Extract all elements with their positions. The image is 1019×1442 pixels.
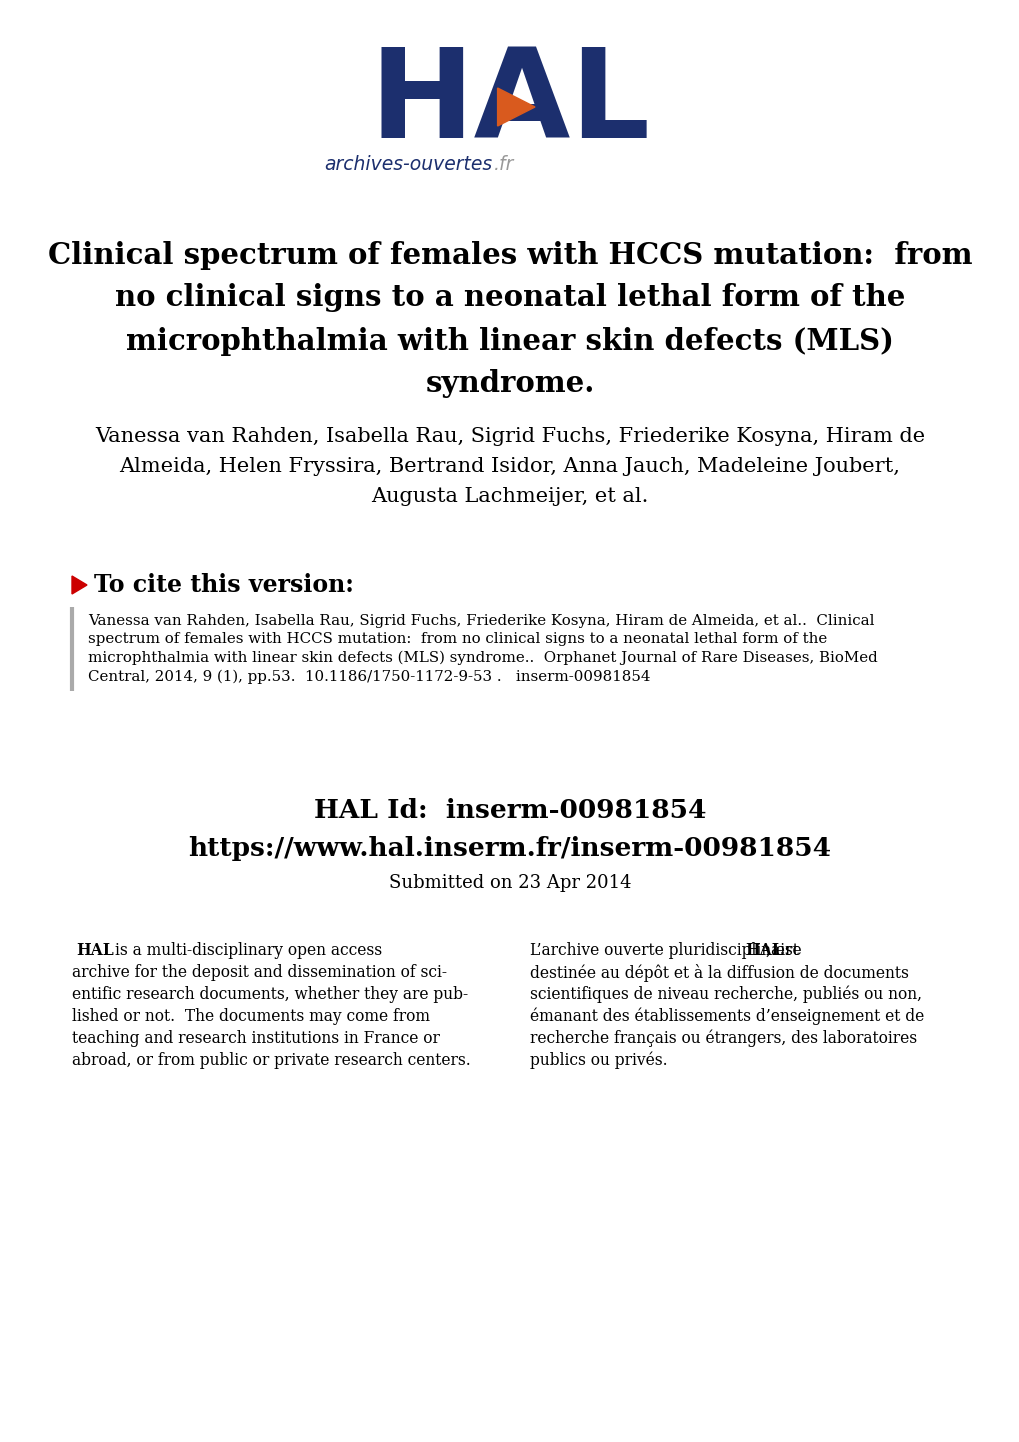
Text: To cite this version:: To cite this version: [94,572,354,597]
Text: Clinical spectrum of females with HCCS mutation:  from: Clinical spectrum of females with HCCS m… [48,241,971,270]
Text: publics ou privés.: publics ou privés. [530,1051,667,1070]
Text: archives-ouvertes: archives-ouvertes [324,156,491,174]
Text: is a multi-disciplinary open access: is a multi-disciplinary open access [115,942,382,959]
Text: teaching and research institutions in France or: teaching and research institutions in Fr… [72,1030,439,1047]
Text: Vanessa van Rahden, Isabella Rau, Sigrid Fuchs, Friederike Kosyna, Hiram de: Vanessa van Rahden, Isabella Rau, Sigrid… [95,427,924,447]
Text: L’archive ouverte pluridisciplinaire: L’archive ouverte pluridisciplinaire [530,942,806,959]
Text: Almeida, Helen Fryssira, Bertrand Isidor, Anna Jauch, Madeleine Joubert,: Almeida, Helen Fryssira, Bertrand Isidor… [119,457,900,476]
Text: entific research documents, whether they are pub-: entific research documents, whether they… [72,986,468,1004]
Text: HAL: HAL [76,942,114,959]
Polygon shape [497,88,535,125]
Text: .fr: .fr [493,156,514,174]
Text: https://www.hal.inserm.fr/inserm-00981854: https://www.hal.inserm.fr/inserm-0098185… [189,836,830,861]
Text: microphthalmia with linear skin defects (MLS): microphthalmia with linear skin defects … [126,326,893,356]
Polygon shape [72,575,87,594]
Text: syndrome.: syndrome. [425,369,594,398]
Text: Submitted on 23 Apr 2014: Submitted on 23 Apr 2014 [388,874,631,891]
Text: destinée au dépôt et à la diffusion de documents: destinée au dépôt et à la diffusion de d… [530,963,908,982]
Text: recherche français ou étrangers, des laboratoires: recherche français ou étrangers, des lab… [530,1030,916,1047]
Text: spectrum of females with HCCS mutation:  from no clinical signs to a neonatal le: spectrum of females with HCCS mutation: … [88,633,826,646]
Text: Augusta Lachmeijer, et al.: Augusta Lachmeijer, et al. [371,487,648,506]
Text: scientifiques de niveau recherche, publiés ou non,: scientifiques de niveau recherche, publi… [530,986,921,1004]
Text: HAL: HAL [369,42,650,163]
Text: Vanessa van Rahden, Isabella Rau, Sigrid Fuchs, Friederike Kosyna, Hiram de Alme: Vanessa van Rahden, Isabella Rau, Sigrid… [88,614,873,629]
Text: HAL: HAL [745,942,783,959]
Text: , est: , est [765,942,799,959]
Text: émanant des établissements d’enseignement et de: émanant des établissements d’enseignemen… [530,1008,923,1025]
Text: abroad, or from public or private research centers.: abroad, or from public or private resear… [72,1053,471,1069]
Text: archive for the deposit and dissemination of sci-: archive for the deposit and disseminatio… [72,965,446,981]
Text: lished or not.  The documents may come from: lished or not. The documents may come fr… [72,1008,430,1025]
Text: HAL Id:  inserm-00981854: HAL Id: inserm-00981854 [314,797,705,823]
Text: no clinical signs to a neonatal lethal form of the: no clinical signs to a neonatal lethal f… [115,284,904,313]
Text: microphthalmia with linear skin defects (MLS) syndrome..  Orphanet Journal of Ra: microphthalmia with linear skin defects … [88,650,877,665]
Text: Central, 2014, 9 (1), pp.53.  10.1186/1750-1172-9-53 .   inserm-00981854: Central, 2014, 9 (1), pp.53. 10.1186/175… [88,669,650,684]
